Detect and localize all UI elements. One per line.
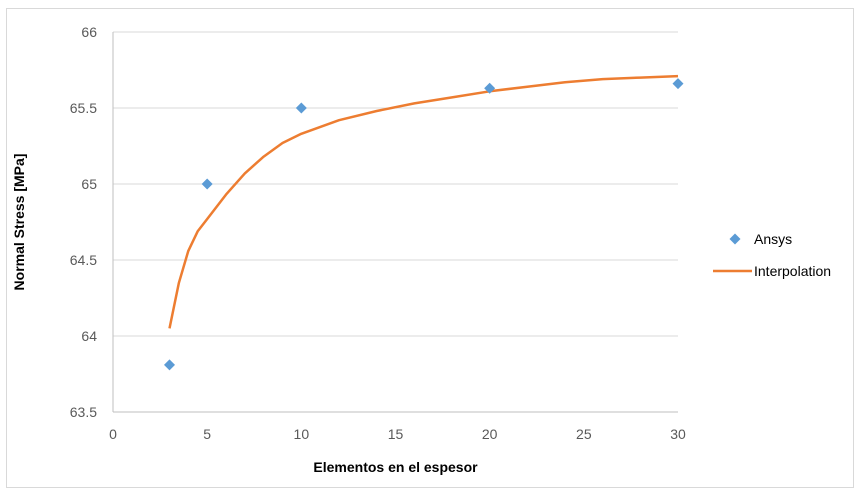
- y-tick-label-3: 65: [81, 176, 97, 192]
- x-tick-label-4: 20: [482, 426, 498, 442]
- y-tick-label-0: 63.5: [70, 404, 97, 420]
- tick-labels: 63.5 64 64.5 65 65.5 66 0 5 10 15 20 25 30: [70, 24, 686, 442]
- x-tick-label-2: 10: [294, 426, 310, 442]
- series: [164, 74, 684, 371]
- chart-frame: [6, 8, 854, 488]
- legend-label-ansys: Ansys: [754, 231, 792, 247]
- grid-lines: [113, 31, 678, 413]
- y-axis-title: Normal Stress [MPa]: [11, 154, 27, 291]
- ansys-point-2: [295, 102, 307, 114]
- y-tick-label-4: 65.5: [70, 100, 97, 116]
- ansys-point-1: [201, 178, 213, 190]
- x-axis-title: Elementos en el espesor: [313, 459, 478, 475]
- y-tick-label-1: 64: [81, 328, 97, 344]
- legend-label-interpolation: Interpolation: [754, 263, 831, 279]
- ansys-point-3: [484, 82, 496, 94]
- y-tick-label-5: 66: [81, 24, 97, 40]
- x-tick-label-1: 5: [203, 426, 211, 442]
- x-tick-label-5: 25: [576, 426, 592, 442]
- ansys-point-4: [672, 78, 684, 90]
- ansys-point-0: [164, 359, 175, 371]
- interpolation-line: [168, 74, 679, 329]
- x-tick-label-6: 30: [670, 426, 686, 442]
- legend-marker-ansys: [729, 233, 741, 245]
- legend: Ansys Interpolation: [713, 231, 831, 279]
- y-tick-label-2: 64.5: [70, 252, 97, 268]
- x-tick-label-0: 0: [109, 426, 117, 442]
- axes: [112, 32, 678, 413]
- x-tick-label-3: 15: [388, 426, 404, 442]
